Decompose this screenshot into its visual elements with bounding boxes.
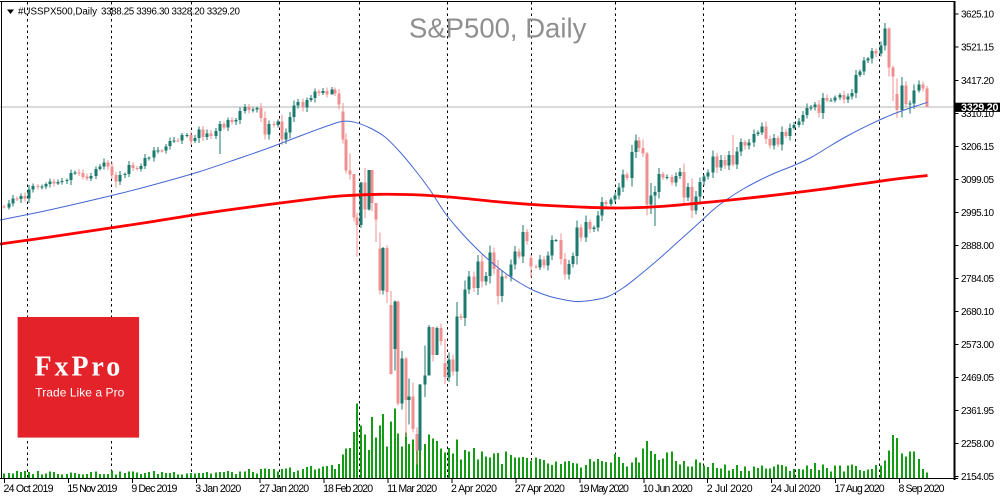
svg-text:3625.10: 3625.10 xyxy=(961,10,994,21)
svg-text:9 Dec 2019: 9 Dec 2019 xyxy=(131,483,177,495)
svg-text:3521.15: 3521.15 xyxy=(961,43,994,54)
svg-text:24 Oct 2019: 24 Oct 2019 xyxy=(4,483,54,495)
svg-text:3099.05: 3099.05 xyxy=(961,175,994,186)
svg-text:3 Jan 2020: 3 Jan 2020 xyxy=(195,483,241,495)
svg-text:2784.05: 2784.05 xyxy=(961,274,994,285)
svg-text:2 Jul 2020: 2 Jul 2020 xyxy=(707,483,753,495)
svg-text:Trade Like a Pro: Trade Like a Pro xyxy=(35,386,124,400)
svg-text:2 Apr 2020: 2 Apr 2020 xyxy=(451,483,497,495)
svg-text:8 Sep 2020: 8 Sep 2020 xyxy=(899,483,945,495)
svg-text:2361.95: 2361.95 xyxy=(961,406,994,417)
svg-text:2573.00: 2573.00 xyxy=(961,340,994,351)
svg-text:27 Apr 2020: 27 Apr 2020 xyxy=(515,483,565,495)
svg-text:27 Jan 2020: 27 Jan 2020 xyxy=(259,483,309,495)
svg-text:11 Mar 2020: 11 Mar 2020 xyxy=(387,483,437,495)
svg-text:3417.20: 3417.20 xyxy=(961,76,994,87)
svg-text:2888.00: 2888.00 xyxy=(961,241,994,252)
svg-text:2469.05: 2469.05 xyxy=(961,373,994,384)
svg-text:2995.10: 2995.10 xyxy=(961,208,994,219)
svg-text:2680.10: 2680.10 xyxy=(961,307,994,318)
svg-text:15 Nov 2019: 15 Nov 2019 xyxy=(67,483,117,495)
svg-text:24 Jul 2020: 24 Jul 2020 xyxy=(771,483,821,495)
svg-text:17 Aug 2020: 17 Aug 2020 xyxy=(835,483,885,495)
svg-text:19 May 2020: 19 May 2020 xyxy=(579,483,629,495)
svg-text:3329.20: 3329.20 xyxy=(961,102,999,114)
svg-text:2154.05: 2154.05 xyxy=(961,472,994,483)
svg-text:3388.25 3396.30 3328.20 3329.2: 3388.25 3396.30 3328.20 3329.20 xyxy=(101,7,241,18)
svg-text:S&P500, Daily: S&P500, Daily xyxy=(409,13,587,44)
svg-text:#USSPX500,Daily: #USSPX500,Daily xyxy=(18,7,97,18)
svg-text:3310.10: 3310.10 xyxy=(961,109,994,120)
svg-text:2258.00: 2258.00 xyxy=(961,439,994,450)
svg-text:FxPro: FxPro xyxy=(35,352,124,383)
svg-text:3206.15: 3206.15 xyxy=(961,142,994,153)
svg-text:10 Jun 2020: 10 Jun 2020 xyxy=(643,483,693,495)
svg-text:18 Feb 2020: 18 Feb 2020 xyxy=(323,483,373,495)
